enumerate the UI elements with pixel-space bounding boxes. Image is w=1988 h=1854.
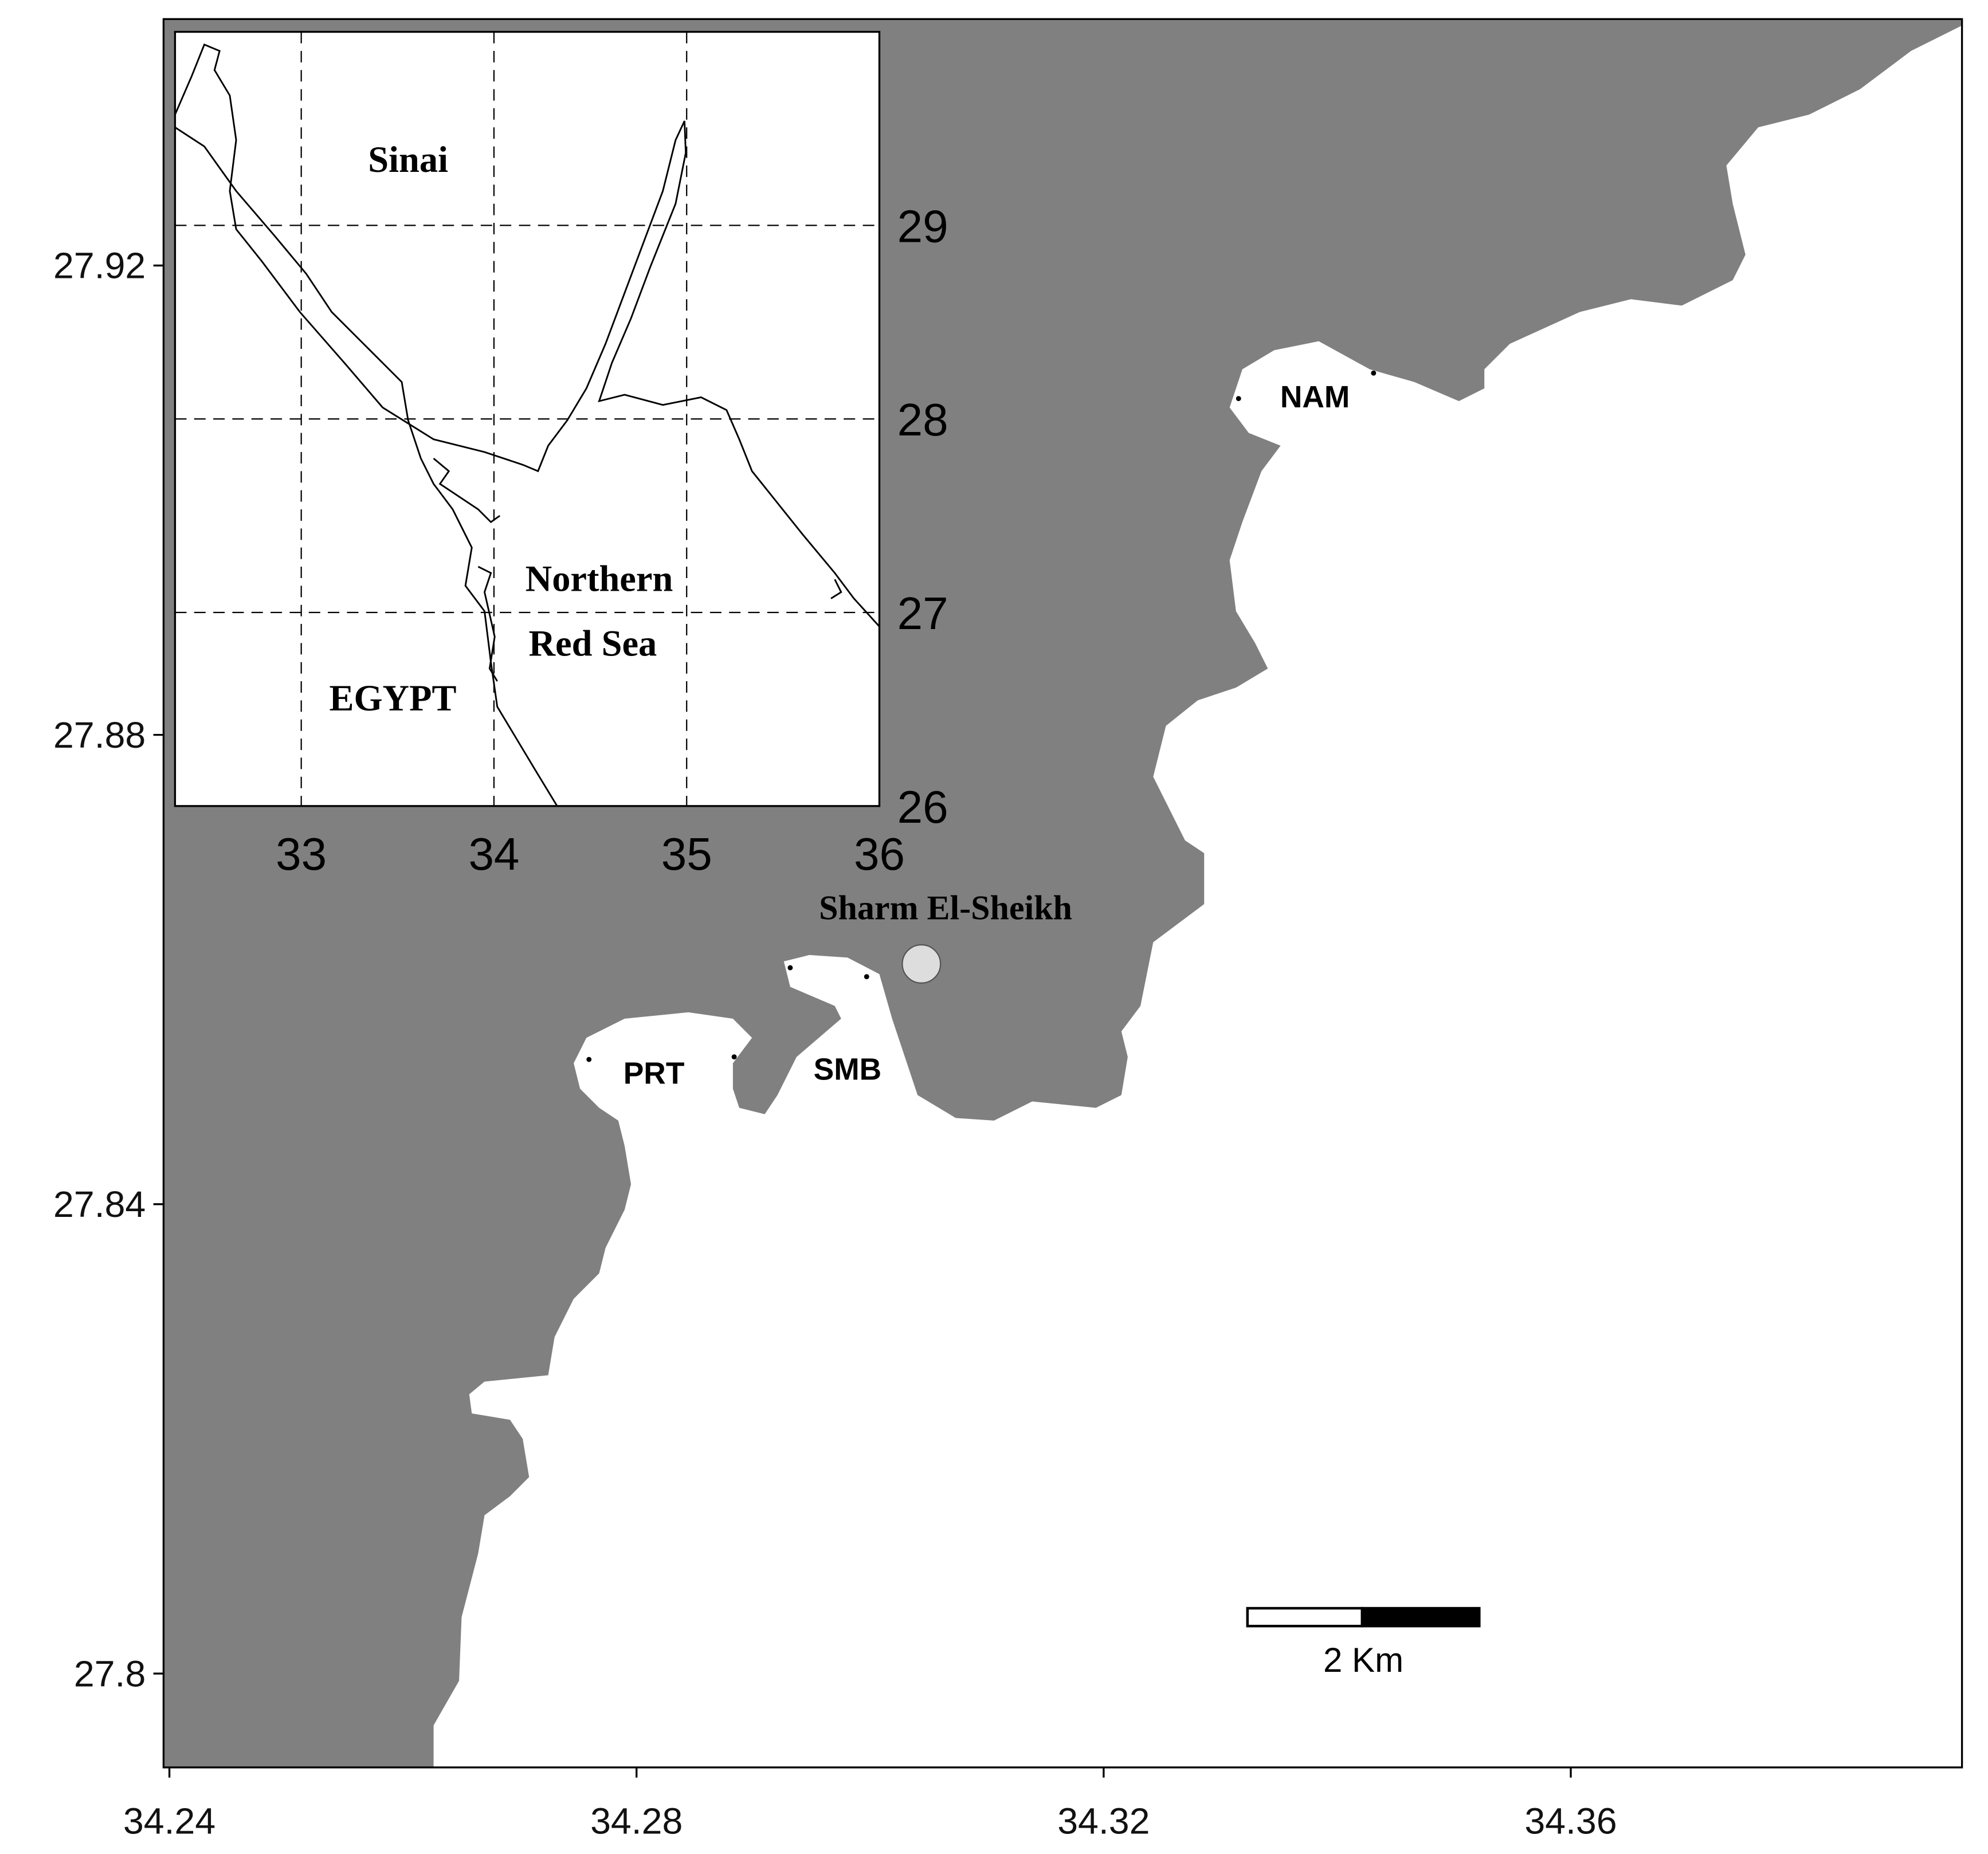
x-tick-label: 34.32 [1057,1800,1150,1841]
y-tick-label: 27.8 [74,1653,146,1694]
y-tick-label: 29 [897,201,948,252]
site-label: SMB [814,1053,882,1087]
site-marker [1371,370,1377,376]
scale-bar [1246,1606,1364,1628]
x-tick-label: 36 [854,828,905,879]
scale-label: 2 Km [1323,1641,1403,1679]
x-tick-label: 33 [276,828,327,879]
coastline [174,43,880,627]
x-tick-label: 34.36 [1524,1800,1617,1841]
y-tick-label: 27.84 [53,1184,146,1225]
coastline [174,127,558,807]
scale-bar [1360,1606,1481,1628]
y-tick-label: 27.92 [53,245,146,286]
region-label: EGYPT [329,678,456,718]
coastline [477,565,498,682]
city-marker [901,944,942,984]
map-frame [162,18,1963,1769]
site-label: NAM [1280,380,1350,414]
coastline [433,458,500,524]
sea [433,25,1962,1767]
site-marker [731,1054,737,1060]
site-marker [787,965,793,971]
city-label: Sharm El-Sheikh [819,889,1072,927]
y-tick-label: 28 [897,394,948,445]
site-marker [864,974,869,980]
x-tick-label: 35 [661,828,712,879]
y-tick-label: 26 [897,781,948,832]
region-label: Red Sea [529,623,657,664]
y-tick-label: 27.88 [53,714,146,756]
site-markers [586,370,1377,1062]
region-label: Sinai [368,139,448,180]
x-tick-label: 34 [468,828,519,879]
x-tick-label: 34.28 [590,1800,683,1841]
ticks: 34.24 34.28 34.32 34.36 27.8 27.84 27.88 27.92 3… [53,201,1617,1841]
y-tick-label: 27 [897,588,948,639]
inset-grid [175,32,880,807]
site-label: PRT [624,1056,685,1090]
site-marker [1236,396,1241,402]
x-tick-label: 34.24 [123,1800,215,1841]
site-marker [586,1056,592,1062]
coastline [830,579,842,599]
inset-coastline [174,43,880,807]
region-label: Northern [526,558,673,599]
